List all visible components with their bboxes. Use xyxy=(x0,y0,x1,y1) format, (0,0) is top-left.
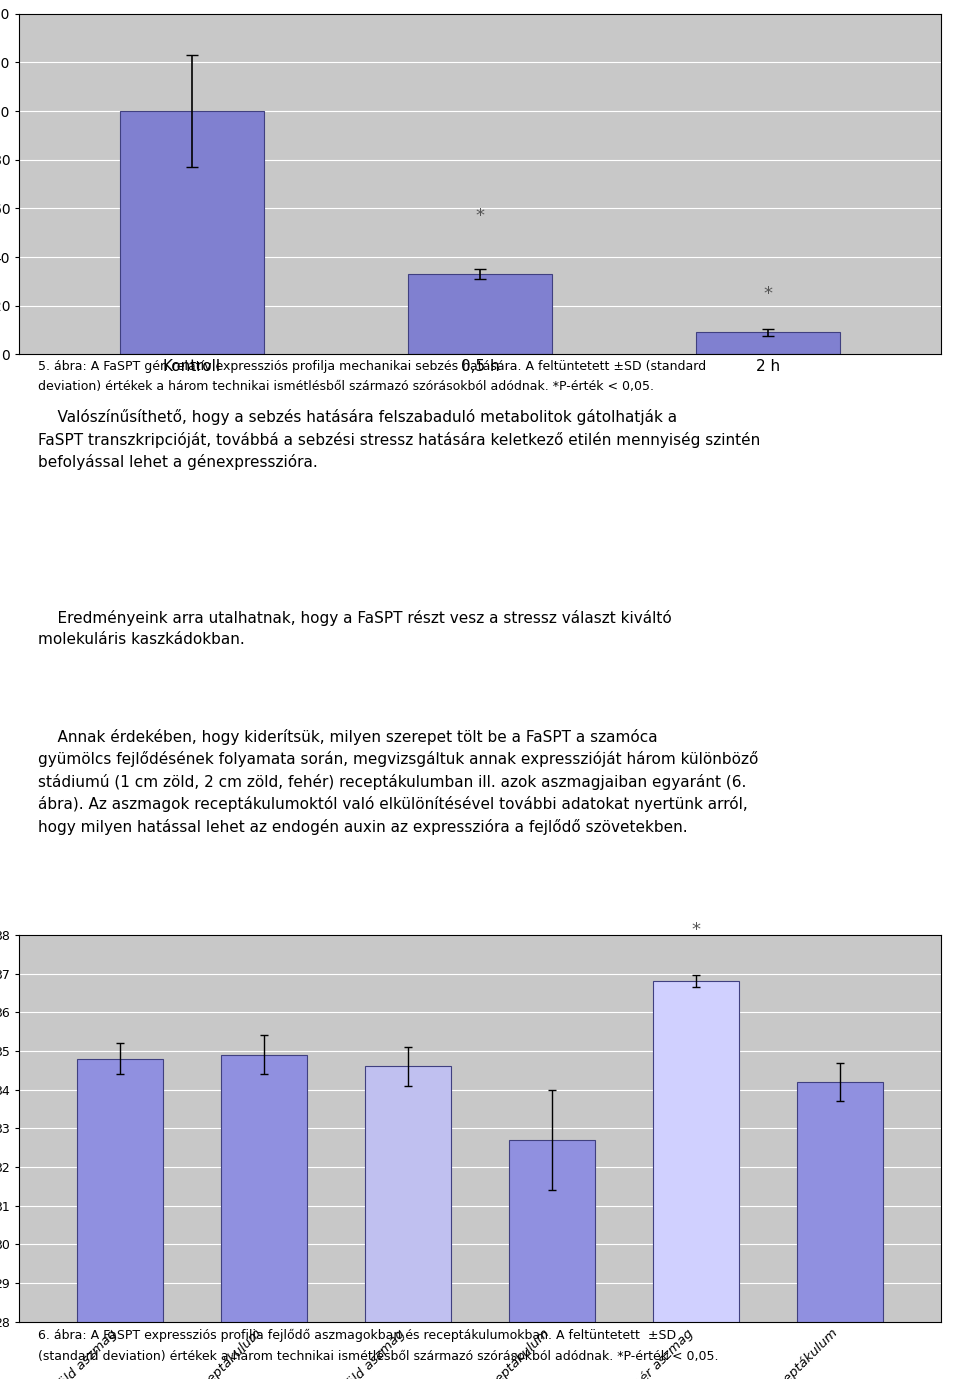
Bar xyxy=(653,982,739,1379)
Bar xyxy=(797,1083,883,1379)
Text: (standard deviation) értékek a három technikai ismétlésből származó szórásokból : (standard deviation) értékek a három tec… xyxy=(37,1350,718,1362)
Text: 5. ábra: A FaSPT gén relatív expressziós profilja mechanikai sebzés hatására. A : 5. ábra: A FaSPT gén relatív expressziós… xyxy=(37,360,706,374)
Bar xyxy=(408,274,552,354)
Bar xyxy=(77,1059,163,1379)
Text: *: * xyxy=(763,284,773,302)
Text: deviation) értékek a három technikai ismétlésből származó szórásokból adódnak. *: deviation) értékek a három technikai ism… xyxy=(37,379,654,393)
Bar xyxy=(696,332,840,354)
Text: 6. ábra: A FaSPT expressziós profilja fejlődő aszmagokban és receptákulumokban. : 6. ábra: A FaSPT expressziós profilja fe… xyxy=(37,1328,676,1342)
Text: Valószínűsíthető, hogy a sebzés hatására felszabaduló metabolitok gátolhatják a
: Valószínűsíthető, hogy a sebzés hatására… xyxy=(37,410,760,470)
Bar xyxy=(120,112,264,354)
Text: *: * xyxy=(691,921,701,939)
Text: Eredményeink arra utalhatnak, hogy a FaSPT részt vesz a stressz választ kiváltó
: Eredményeink arra utalhatnak, hogy a FaS… xyxy=(37,610,671,647)
Bar xyxy=(365,1066,451,1379)
Text: *: * xyxy=(475,207,485,225)
Bar xyxy=(221,1055,307,1379)
Bar xyxy=(509,1140,595,1379)
Text: Annak érdekében, hogy kiderítsük, milyen szerepet tölt be a FaSPT a szamóca
gyüm: Annak érdekében, hogy kiderítsük, milyen… xyxy=(37,729,758,834)
